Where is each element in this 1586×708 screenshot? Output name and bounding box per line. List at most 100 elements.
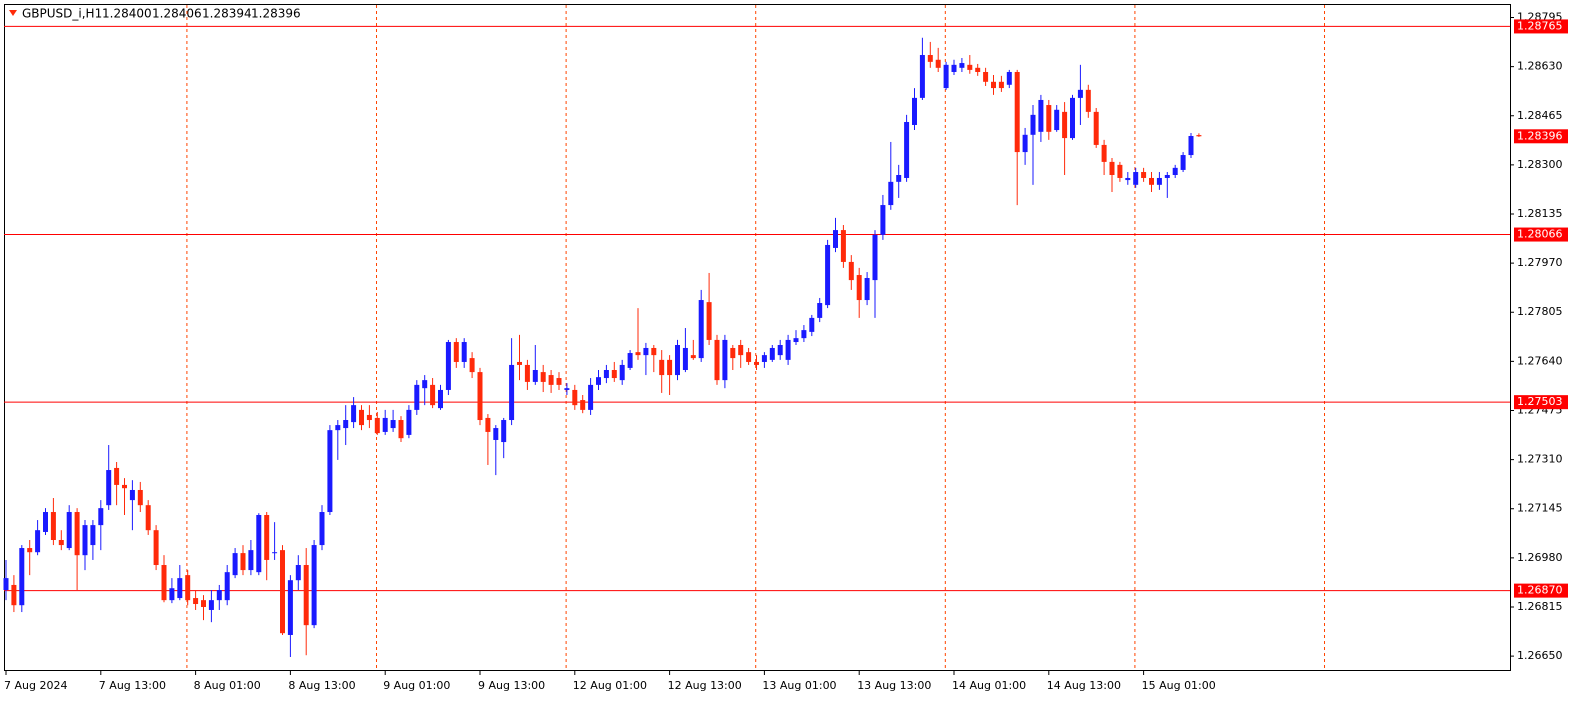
- x-tick-label: 7 Aug 13:00: [99, 679, 166, 692]
- candle-body: [303, 565, 309, 626]
- candle-body: [185, 575, 191, 601]
- candle-body: [825, 244, 831, 306]
- candle-body: [1141, 172, 1147, 178]
- candle-body: [951, 64, 957, 72]
- candle-body: [493, 428, 499, 440]
- candle-body: [153, 530, 159, 566]
- candle-body: [224, 572, 230, 601]
- candle-body: [880, 205, 886, 235]
- candle-body: [1117, 164, 1123, 178]
- level-label: 1.28765: [1517, 19, 1563, 32]
- menu-icon[interactable]: [9, 10, 17, 16]
- candle-body: [706, 302, 712, 340]
- candle-body: [564, 388, 570, 390]
- candle-body: [548, 375, 554, 385]
- candle-body: [35, 530, 41, 553]
- candle-body: [193, 598, 199, 605]
- candle-body: [161, 565, 167, 601]
- candle-body: [272, 552, 278, 554]
- candle-body: [801, 330, 807, 339]
- y-tick-label: 1.27805: [1517, 305, 1563, 318]
- candle-body: [912, 97, 917, 125]
- candle-body: [390, 420, 396, 429]
- y-tick-label: 1.28135: [1517, 207, 1563, 220]
- candle-body: [588, 384, 594, 410]
- candle-body: [248, 550, 254, 571]
- candle-body: [872, 234, 878, 281]
- candle-body: [1093, 111, 1099, 145]
- candle-body: [445, 342, 451, 390]
- candle-body: [208, 600, 214, 610]
- candle-body: [106, 470, 112, 506]
- candle-body: [1149, 177, 1154, 185]
- candle-body: [619, 364, 625, 381]
- x-tick-label: 9 Aug 13:00: [478, 679, 545, 692]
- candle-body: [746, 352, 752, 362]
- candle-body: [714, 339, 720, 381]
- candle-body: [1101, 144, 1107, 162]
- candle-body: [1038, 99, 1044, 132]
- candle-body: [414, 384, 420, 410]
- candle-body: [264, 514, 270, 560]
- candle-body: [698, 300, 704, 359]
- candle-body: [359, 409, 364, 426]
- candle-body: [864, 278, 870, 301]
- candle-body: [240, 553, 246, 571]
- candle-body: [1196, 135, 1202, 137]
- candle-body: [840, 230, 846, 262]
- close-label: 1.28396: [251, 7, 301, 21]
- candle-body: [129, 489, 135, 501]
- candle-body: [232, 553, 238, 576]
- level-label-box: [1514, 395, 1568, 410]
- candle-body: [1180, 155, 1186, 170]
- candle-body: [643, 347, 649, 356]
- candle-body: [145, 505, 151, 531]
- candle-body: [3, 578, 9, 591]
- candle-body: [935, 59, 941, 68]
- candle-body: [216, 590, 222, 601]
- candle-body: [114, 467, 120, 485]
- open-label: 1.28400: [102, 7, 152, 21]
- y-tick-label: 1.27970: [1517, 256, 1563, 269]
- candle-body: [366, 414, 372, 421]
- candle-body: [1125, 177, 1131, 181]
- candle-body: [967, 64, 973, 70]
- candle-body: [675, 344, 680, 376]
- candle-body: [1030, 114, 1036, 135]
- y-tick-label: 1.26650: [1517, 649, 1563, 662]
- candle-body: [1070, 97, 1075, 139]
- candle-body: [896, 174, 902, 182]
- candle-body: [975, 67, 981, 72]
- candle-body: [295, 565, 301, 581]
- candle-body: [682, 347, 688, 371]
- x-tick-label: 8 Aug 01:00: [194, 679, 261, 692]
- candle-body: [374, 417, 380, 434]
- candle-body: [406, 409, 412, 435]
- x-tick-label: 12 Aug 01:00: [573, 679, 647, 692]
- level-label-box: [1514, 19, 1568, 34]
- y-tick-label: 1.28300: [1517, 158, 1563, 171]
- candle-body: [524, 364, 530, 382]
- candle-body: [461, 342, 467, 362]
- candle-body: [422, 380, 428, 389]
- candle-body: [998, 81, 1004, 89]
- chart-title: GBPUSD_i,H1: [22, 7, 102, 21]
- candle-body: [311, 545, 317, 626]
- candle-body: [122, 484, 127, 489]
- candle-body: [177, 578, 183, 599]
- candle-body: [556, 378, 562, 385]
- x-tick-label: 8 Aug 13:00: [288, 679, 355, 692]
- candle-body: [833, 230, 838, 248]
- x-tick-label: 9 Aug 01:00: [383, 679, 450, 692]
- candle-body: [477, 372, 483, 421]
- candle-body: [603, 370, 609, 379]
- y-tick-label: 1.27640: [1517, 354, 1563, 367]
- candle-body: [1054, 109, 1060, 131]
- candle-body: [509, 364, 515, 421]
- candle-body: [1164, 174, 1170, 178]
- candle-body: [1077, 89, 1083, 98]
- candle-body: [27, 548, 33, 553]
- level-label: 1.28066: [1517, 228, 1563, 241]
